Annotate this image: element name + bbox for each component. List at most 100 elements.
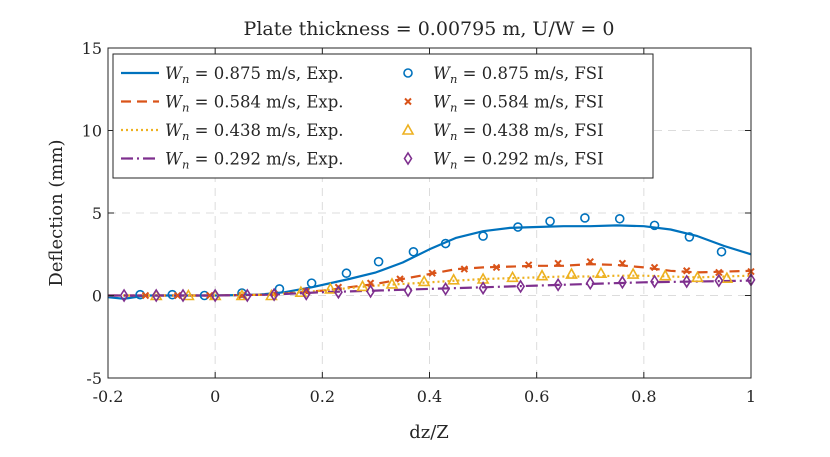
x-tick-label: 0.4 <box>417 387 442 406</box>
series-line <box>108 279 752 297</box>
legend-label-text: = 0.584 m/s, Exp. <box>189 93 343 112</box>
legend-marker-sample <box>404 97 412 106</box>
legend-label-text: = 0.438 m/s, Exp. <box>189 121 343 140</box>
legend-label-subscript: n <box>450 101 457 115</box>
data-point <box>565 267 578 279</box>
legend-label-symbol: W <box>433 121 452 140</box>
data-point <box>478 231 488 241</box>
series-2 <box>108 274 752 297</box>
legend-label-subscript: n <box>450 158 457 172</box>
data-point <box>440 238 451 249</box>
series-line <box>108 274 752 297</box>
legend-label-subscript: n <box>182 129 189 143</box>
data-point <box>460 265 469 273</box>
data-point <box>716 246 727 257</box>
y-tick-label: 15 <box>82 39 102 58</box>
legend-entry: Wn = 0.584 m/s, FSI <box>404 93 604 115</box>
x-tick-label: 0.2 <box>310 387 335 406</box>
legend-label-symbol: W <box>165 150 184 169</box>
data-point <box>366 284 376 299</box>
legend-marker-sample <box>403 68 413 78</box>
data-point <box>513 222 523 232</box>
data-point <box>715 268 723 277</box>
data-point <box>626 267 640 279</box>
legend-label: Wn = 0.292 m/s, FSI <box>433 150 604 172</box>
legend-label-subscript: n <box>450 129 457 143</box>
data-point <box>586 257 594 266</box>
data-point <box>210 288 220 303</box>
data-point <box>650 263 659 272</box>
data-point <box>682 274 692 289</box>
data-series <box>107 213 756 303</box>
data-point <box>492 263 501 272</box>
data-point <box>553 277 563 292</box>
data-point <box>585 276 595 291</box>
data-point <box>441 281 451 296</box>
x-tick-label: 0.8 <box>631 387 656 406</box>
data-point <box>385 277 399 289</box>
legend-entry: Wn = 0.438 m/s, Exp. <box>121 121 344 143</box>
legend-label-symbol: W <box>165 93 184 112</box>
legend-box <box>112 53 654 179</box>
data-point <box>173 291 182 300</box>
data-point <box>650 274 659 289</box>
legend-label-symbol: W <box>165 64 184 83</box>
legend-marker-sample <box>403 151 413 166</box>
data-point <box>720 271 734 283</box>
data-point <box>274 284 285 294</box>
data-point <box>301 286 311 301</box>
data-point <box>691 270 704 283</box>
data-point <box>614 213 625 224</box>
legend-entry: Wn = 0.875 m/s, Exp. <box>121 64 344 86</box>
x-tick-label: -0.2 <box>93 387 124 406</box>
legend-label-symbol: W <box>433 150 452 169</box>
x-tick-label: 1 <box>746 387 756 406</box>
data-point <box>649 220 660 231</box>
legend-entry: Wn = 0.292 m/s, Exp. <box>121 150 344 172</box>
data-point <box>265 288 278 301</box>
data-point <box>506 270 519 283</box>
axis-ticks: -0.2 0 0.2 0.4 0.6 0.8 1 -5 0 5 10 15 <box>82 39 756 406</box>
data-point <box>324 282 337 294</box>
data-point <box>178 288 188 303</box>
data-point <box>535 269 549 281</box>
data-point <box>658 269 672 281</box>
data-point <box>403 283 413 298</box>
legend-label: Wn = 0.292 m/s, Exp. <box>165 150 344 172</box>
data-point <box>545 216 555 227</box>
data-point <box>269 287 279 302</box>
data-point <box>408 246 419 257</box>
y-tick-label: 10 <box>82 122 102 141</box>
data-point <box>306 278 317 288</box>
x-axis-label: dz/Z <box>409 422 449 443</box>
y-axis-label: Deflection (mm) <box>46 139 67 286</box>
legend-entry: Wn = 0.292 m/s, FSI <box>403 150 604 172</box>
data-point <box>428 269 436 277</box>
legend-label: Wn = 0.438 m/s, Exp. <box>165 121 344 143</box>
legend-entry: Wn = 0.875 m/s, FSI <box>403 64 604 86</box>
y-tick-label: -5 <box>86 369 102 388</box>
series-4 <box>135 213 727 301</box>
data-point <box>366 279 375 287</box>
legend-label: Wn = 0.584 m/s, Exp. <box>165 93 344 115</box>
legend-label-text: = 0.292 m/s, Exp. <box>189 150 343 169</box>
x-tick-label: 0.6 <box>524 387 549 406</box>
legend-marker-sample <box>401 123 415 135</box>
data-point <box>524 261 533 269</box>
data-point <box>554 259 562 268</box>
legend-label-text: = 0.292 m/s, FSI <box>457 150 603 169</box>
data-point <box>396 275 404 283</box>
legend-label-text: = 0.875 m/s, FSI <box>457 64 603 83</box>
legend-label: Wn = 0.438 m/s, FSI <box>433 121 604 143</box>
legend-label: Wn = 0.584 m/s, FSI <box>433 93 604 115</box>
legend-label-subscript: n <box>182 101 189 115</box>
legend-label-symbol: W <box>433 93 452 112</box>
legend: Wn = 0.875 m/s, Exp.Wn = 0.584 m/s, Exp.… <box>112 53 654 179</box>
legend-label-subscript: n <box>182 158 189 172</box>
x-tick-label: 0 <box>210 387 220 406</box>
data-point <box>516 279 526 294</box>
legend-label-text: = 0.875 m/s, Exp. <box>189 64 343 83</box>
data-point <box>151 288 161 303</box>
legend-label: Wn = 0.875 m/s, FSI <box>433 64 604 86</box>
data-point <box>333 285 343 300</box>
